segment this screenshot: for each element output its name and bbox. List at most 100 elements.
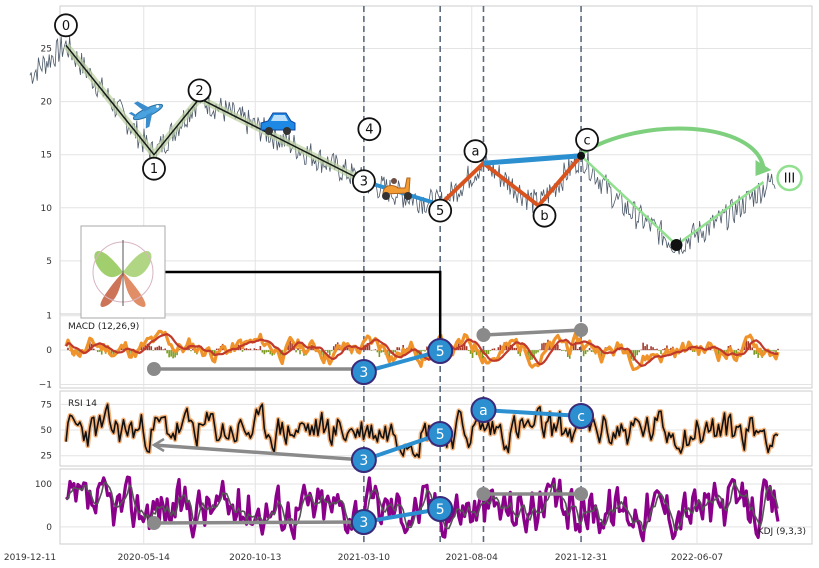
divergence-label: a xyxy=(479,403,488,419)
divergence-bubble xyxy=(470,397,497,423)
wave-label-text: 0 xyxy=(62,19,70,34)
rsi-bubble-c: c xyxy=(568,403,595,429)
y-tick-label: 5 xyxy=(46,257,52,267)
divergence-label: 3 xyxy=(359,365,368,381)
wave-c-point xyxy=(577,151,586,160)
macd-bubble-5: 5 xyxy=(427,338,454,364)
wave-label-text: III xyxy=(784,172,796,187)
wave-label-0: 0 xyxy=(54,13,78,38)
panel-label: RSI 14 xyxy=(68,399,97,409)
rsi-bubble-a: a xyxy=(470,397,497,423)
x-tick-label: 2021-12-31 xyxy=(555,553,607,563)
y-tick-label: 75 xyxy=(41,400,52,410)
butterfly-thumbnail xyxy=(80,225,166,319)
rsi-blue-divergence xyxy=(363,432,441,462)
x-tick-label: 2019-12-11 xyxy=(4,553,56,563)
y-tick-label: 50 xyxy=(41,426,53,436)
divergence-label: 3 xyxy=(359,453,368,469)
wave-label-III: III xyxy=(776,164,803,192)
kdj-d-line xyxy=(65,481,779,532)
wave-label-1: 1 xyxy=(142,156,166,181)
divergence-bubble xyxy=(350,509,377,535)
wave-label-circle xyxy=(357,117,382,142)
y-tick-label: 15 xyxy=(41,151,52,161)
divergence-bubble xyxy=(427,338,454,364)
y-tick-label: 1 xyxy=(46,312,52,322)
wave-label-text: 5 xyxy=(436,204,444,219)
wave-label-circle xyxy=(187,78,212,103)
rsi-blue-divergence-ac xyxy=(483,408,582,418)
wave-label-text: 4 xyxy=(365,123,373,138)
divergence-label: 3 xyxy=(359,515,368,531)
x-tick-label: 2022-06-07 xyxy=(671,553,723,563)
x-tick-label: 2020-05-14 xyxy=(118,553,171,563)
wave-label-circle xyxy=(428,198,453,223)
correction-wave-line xyxy=(438,154,583,208)
x-tick-label: 2020-10-13 xyxy=(229,553,281,563)
car-icon xyxy=(260,112,296,135)
rsi-line xyxy=(65,403,779,458)
rsi-gray-divergence xyxy=(153,443,364,462)
divergence-bubble xyxy=(427,421,454,447)
kdj-gray-divergence xyxy=(153,520,364,525)
divergence-bubble xyxy=(350,447,377,473)
y-tick-label: 20 xyxy=(41,98,53,108)
x-tick-label: 2021-08-04 xyxy=(446,553,499,563)
y-tick-label: 25 xyxy=(41,44,52,54)
panel-label: KDJ (9,3,3) xyxy=(758,527,806,537)
price-panel xyxy=(59,5,813,315)
wave-label-text: b xyxy=(540,209,548,224)
wave-label-circle xyxy=(532,203,557,228)
y-tick-label: 0 xyxy=(46,523,52,533)
connector-line xyxy=(165,270,442,350)
wave-label-text: a xyxy=(471,145,479,160)
y-tick-label: 100 xyxy=(35,480,52,490)
wave-label-circle xyxy=(463,139,488,164)
wave-label-2: 2 xyxy=(187,78,212,103)
wave-label-b: b xyxy=(532,203,557,228)
wave-label-circle xyxy=(575,127,599,152)
wave-label-5: 5 xyxy=(428,198,453,223)
divergence-label: 5 xyxy=(436,427,445,443)
wave-label-circle xyxy=(142,156,166,181)
wave-label-circle xyxy=(54,13,78,38)
divergence-end xyxy=(476,487,491,501)
airplane-icon xyxy=(128,101,164,129)
low-point-marker xyxy=(670,238,683,251)
macd-bubble-3: 3 xyxy=(350,359,377,385)
divergence-end xyxy=(476,328,491,342)
panel-label: MACD (12,26,9) xyxy=(68,322,139,332)
divergence-end xyxy=(574,487,589,501)
wave-label-3: 3 xyxy=(351,169,376,194)
projection-arc xyxy=(579,126,766,169)
scooter-icon xyxy=(382,177,412,200)
divergence-label: 5 xyxy=(436,344,445,360)
rsi-bubble-5: 5 xyxy=(427,421,454,447)
macd-gray-divergence-ac xyxy=(483,328,582,337)
divergence-bubble xyxy=(427,496,454,522)
divergence-bubble xyxy=(350,359,377,385)
wave-label-circle xyxy=(776,164,803,192)
divergence-label: 5 xyxy=(436,502,445,518)
wave-label-circle xyxy=(351,169,376,194)
divergence-end xyxy=(147,516,162,530)
kdj-bubble-3: 3 xyxy=(350,509,377,535)
wave-label-text: c xyxy=(583,133,590,148)
y-tick-label: 25 xyxy=(41,452,52,462)
trend-a-c-line xyxy=(483,153,582,166)
y-tick-label: 10 xyxy=(41,204,53,214)
wave-label-text: 2 xyxy=(195,84,203,99)
divergence-arrow xyxy=(151,437,165,453)
wave-label-text: 3 xyxy=(360,175,368,190)
wave-label-a: a xyxy=(463,139,488,164)
divergence-label: c xyxy=(577,409,585,425)
x-tick-label: 2021-03-10 xyxy=(338,553,391,563)
projection-arrowhead xyxy=(755,160,772,177)
divergence-end xyxy=(147,362,162,376)
wave-label-text: 1 xyxy=(150,162,158,177)
kdj-bubble-5: 5 xyxy=(427,496,454,522)
divergence-end xyxy=(574,323,589,337)
y-tick-label: −1 xyxy=(39,381,52,391)
impulse-wave-line xyxy=(65,44,365,182)
